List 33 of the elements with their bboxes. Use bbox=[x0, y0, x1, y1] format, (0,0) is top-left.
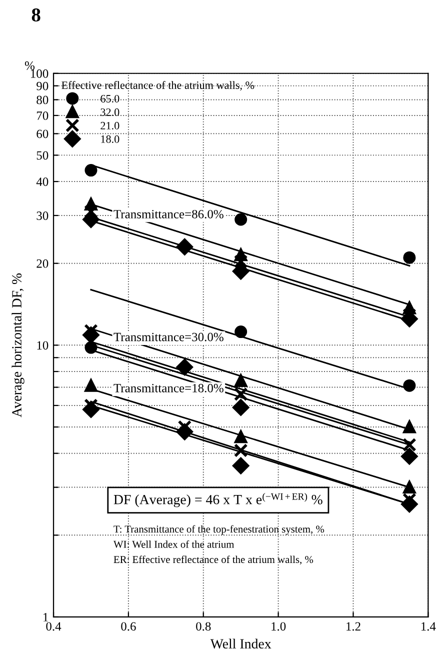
y-tick-label: 30 bbox=[36, 212, 48, 220]
y-tick-label: 90 bbox=[36, 82, 48, 90]
x-tick-label: 0.4 bbox=[46, 622, 62, 631]
legend-label: 18.0 bbox=[101, 135, 120, 143]
y-tick-label: 10 bbox=[37, 341, 48, 350]
y-tick-label: 100 bbox=[31, 69, 48, 78]
annotation: Transmittance=86.0% bbox=[114, 210, 224, 218]
y-tick-label: 20 bbox=[36, 259, 48, 268]
y-tick-label: 1 bbox=[44, 613, 48, 622]
x-tick-label: 1.0 bbox=[272, 622, 286, 631]
x-tick-label: 0.8 bbox=[196, 622, 211, 631]
text: 8 bbox=[32, 8, 40, 22]
annotation: Transmittance=30.0% bbox=[114, 332, 224, 342]
x-tick-label: 1.4 bbox=[421, 622, 436, 631]
legend-label: 32.0 bbox=[100, 108, 120, 116]
annotation: WI: Well Index of the atrium bbox=[113, 540, 234, 548]
y-tick-label: 70 bbox=[36, 111, 48, 120]
x-tick-label: 0.6 bbox=[121, 622, 136, 631]
y-tick-label: 60 bbox=[36, 130, 48, 138]
x-tick-label: 1.2 bbox=[346, 622, 360, 631]
annotation: ER: Effective reflectance of the atrium walls, % bbox=[114, 556, 314, 565]
annotation: Transmittance=18.0% bbox=[114, 384, 224, 392]
y-axis-title: Average horizontal DF, % bbox=[12, 273, 24, 418]
legend-label: 21.0 bbox=[100, 122, 120, 130]
legend-label: 65.0 bbox=[100, 94, 120, 102]
y-tick-label: 80 bbox=[36, 96, 48, 104]
y-tick-label: 50 bbox=[36, 151, 48, 160]
legend-title: Effective reflectance of the atrium walls, % bbox=[62, 81, 254, 91]
text: % bbox=[24, 61, 35, 70]
x-axis-title: Well Index bbox=[210, 638, 272, 649]
annotation: DF (Average) = 46 x T x e$^{(−WI+ER)}$ % bbox=[114, 492, 322, 508]
y-tick-label: 40 bbox=[36, 178, 48, 186]
annotation: T: Transmittance of the top-fenestration system, % bbox=[114, 525, 324, 535]
